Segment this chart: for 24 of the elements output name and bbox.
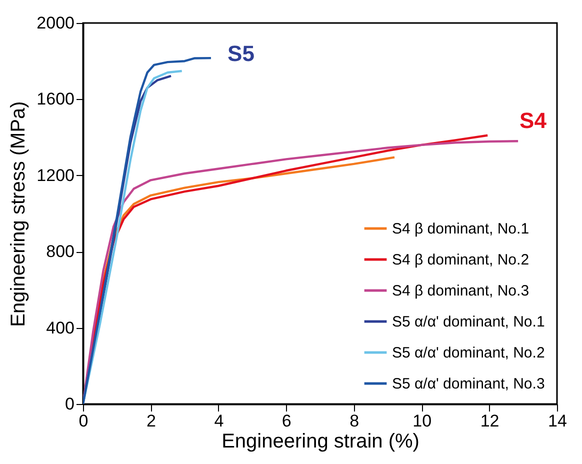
y-tick-label: 0 xyxy=(65,394,74,414)
annotation: S5 xyxy=(228,41,254,66)
x-tick-label: 12 xyxy=(480,412,500,430)
annotation: S4 xyxy=(520,108,548,133)
y-tick-label: 2000 xyxy=(36,14,74,32)
legend-label: S4 β dominant, No.3 xyxy=(392,282,530,300)
y-tick-label: 800 xyxy=(46,242,74,262)
y-tick-label: 1200 xyxy=(36,166,74,185)
x-tick-label: 6 xyxy=(282,412,292,430)
x-tick-label: 10 xyxy=(412,412,432,430)
y-axis-title: Engineering stress (MPa) xyxy=(8,101,30,327)
legend-label: S5 α/α' dominant, No.1 xyxy=(392,314,545,330)
legend-label: S4 β dominant, No.1 xyxy=(392,220,530,238)
x-tick-label: 14 xyxy=(548,412,567,430)
y-tick-label: 400 xyxy=(46,318,74,338)
legend-label: S4 β dominant, No.2 xyxy=(392,252,530,268)
x-tick-label: 8 xyxy=(350,412,360,430)
x-tick-label: 2 xyxy=(146,412,156,430)
x-tick-label: 0 xyxy=(78,412,88,430)
y-tick-label: 1600 xyxy=(36,90,74,109)
x-tick-label: 4 xyxy=(214,412,224,430)
x-axis-title: Engineering strain (%) xyxy=(222,430,420,452)
legend-label: S5 α/α' dominant, No.2 xyxy=(392,344,545,362)
legend-label: S5 α/α' dominant, No.3 xyxy=(392,376,545,392)
